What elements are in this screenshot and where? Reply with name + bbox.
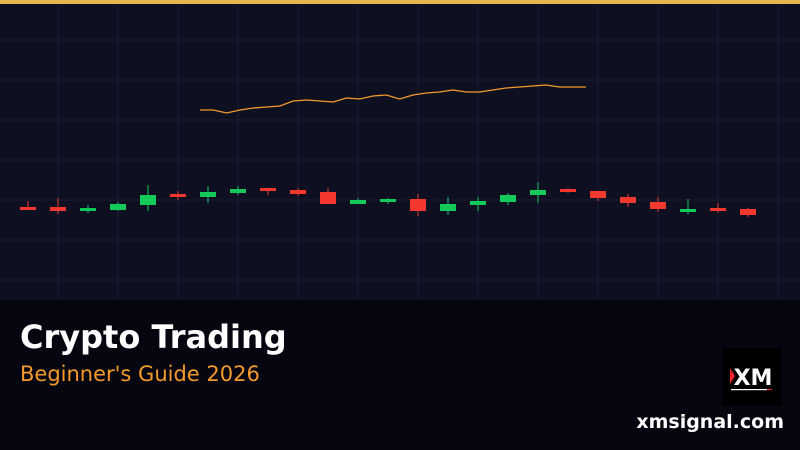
candle-bearish [50,207,66,211]
candle-bearish [740,209,756,215]
chart-canvas [0,4,800,300]
candle-bullish [80,208,96,211]
top-accent-bar [0,0,800,4]
banner-subtitle: Beginner's Guide 2026 [20,362,260,386]
candle-bullish [470,201,486,205]
candle-bullish [230,189,246,193]
website-url[interactable]: xmsignal.com [636,411,784,433]
candle-bearish [170,194,186,197]
banner-title: Crypto Trading [20,318,287,356]
candle-bullish [440,204,456,211]
candle-bearish [560,189,576,192]
candle-bullish [500,195,516,202]
candle-bearish [260,188,276,191]
candle-bullish [110,204,126,210]
candle-bearish [290,190,306,194]
candle-bearish [710,208,726,211]
svg-text:XM: XM [734,366,773,391]
candle-bearish [320,192,336,204]
banner-panel [0,300,800,450]
candle-bearish [410,199,426,211]
candle-bullish [530,190,546,195]
candle-bearish [590,191,606,198]
candle-bullish [200,192,216,197]
candle-bullish [140,195,156,205]
candle-bullish [350,200,366,204]
candle-bullish [680,209,696,212]
candle-bearish [650,202,666,209]
candle-bearish [620,197,636,203]
xm-logo: XM [722,348,782,406]
candle-bullish [380,199,396,202]
candlestick-chart [0,4,800,300]
candle-bearish [20,207,36,210]
price-line [200,84,586,114]
